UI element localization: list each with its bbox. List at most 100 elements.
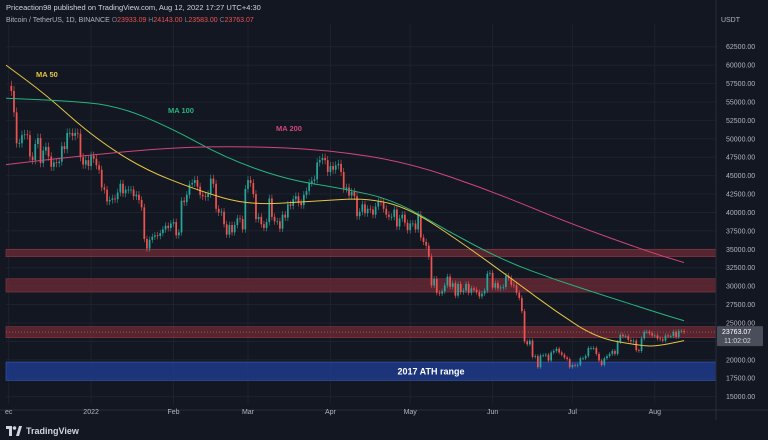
candle-body <box>212 178 215 184</box>
candle-body <box>305 191 308 195</box>
candle-body <box>683 331 685 333</box>
candle-body <box>547 354 550 361</box>
candle-body <box>494 283 497 288</box>
candle-body <box>584 356 587 359</box>
candle-body <box>188 184 191 195</box>
candle-body <box>15 112 18 144</box>
x-tick-label: Mar <box>242 409 255 416</box>
candle-body <box>539 355 542 368</box>
candle-body <box>45 146 47 151</box>
y-tick-label: 15000.00 <box>726 394 755 401</box>
zone-ath-3 <box>5 361 717 381</box>
ohlc-value-h: 24143.00 <box>153 17 183 24</box>
candle-body <box>263 224 265 228</box>
y-tick-label: 45000.00 <box>726 173 755 180</box>
candle-body <box>58 161 61 164</box>
candle-body <box>108 199 111 202</box>
ma-label-ma100: MA 100 <box>168 106 194 115</box>
tradingview-logo-icon <box>6 426 22 436</box>
candle-body <box>398 218 401 227</box>
candle-body <box>606 356 608 359</box>
candle-body <box>95 158 98 166</box>
candle-body <box>608 353 611 357</box>
candle-body <box>414 223 417 230</box>
candle-body <box>26 134 29 136</box>
candle-body <box>433 278 435 286</box>
candle-body <box>119 183 122 193</box>
candle-body <box>100 169 103 188</box>
x-tick-label: Aug <box>649 409 662 416</box>
symbol-ohlc-line: Bitcoin / TetherUS, 1D, BINANCE O23933.0… <box>6 17 254 24</box>
candle-body <box>619 334 622 343</box>
candle-body <box>592 348 595 349</box>
candle-body <box>111 198 114 200</box>
candle-body <box>324 157 326 161</box>
candle-body <box>390 216 393 218</box>
candle-body <box>228 224 231 235</box>
candle-body <box>135 194 138 197</box>
candle-body <box>340 163 342 172</box>
candle-body <box>177 232 180 236</box>
x-tick-label: Jul <box>568 409 577 416</box>
candle-body <box>385 208 388 215</box>
candle-body <box>568 359 571 368</box>
candle-body <box>483 290 486 294</box>
symbol-name: Bitcoin / TetherUS, 1D, BINANCE <box>6 17 110 24</box>
candle-body <box>29 135 31 157</box>
candle-body <box>406 222 409 231</box>
candle-body <box>223 211 225 225</box>
candle-body <box>249 180 252 184</box>
y-tick-label: 35000.00 <box>726 247 755 254</box>
candle-body <box>271 198 273 217</box>
candle-body <box>175 222 178 236</box>
candle-body <box>571 364 574 368</box>
candle-body <box>297 196 300 203</box>
candle-body <box>42 150 45 164</box>
candle-body <box>441 291 443 294</box>
candle-body <box>555 348 558 351</box>
candle-body <box>300 202 303 206</box>
candle-body <box>587 348 590 357</box>
candle-body <box>422 237 425 242</box>
candle-body <box>377 201 380 207</box>
candle-body <box>167 225 170 228</box>
candle-body <box>90 155 92 167</box>
currency-label: USDT <box>720 17 740 24</box>
candle-body <box>281 214 284 229</box>
candle-body <box>71 132 74 136</box>
candle-body <box>361 204 364 212</box>
candle-body <box>47 146 50 157</box>
candle-body <box>595 348 598 354</box>
candle-body <box>156 235 159 237</box>
candle-body <box>231 224 233 233</box>
candle-body <box>659 338 662 340</box>
candle-body <box>528 340 531 345</box>
candle-body <box>39 138 42 164</box>
candle-body <box>172 222 175 224</box>
candle-body <box>643 331 646 339</box>
candle-body <box>574 364 576 366</box>
candle-body <box>598 353 600 361</box>
y-tick-label: 40000.00 <box>726 210 755 217</box>
candle-body <box>651 333 654 336</box>
candle-body <box>334 165 337 170</box>
candle-body <box>438 292 441 294</box>
candle-body <box>677 331 680 337</box>
candle-body <box>582 358 584 360</box>
candle-body <box>159 233 162 237</box>
candle-body <box>417 214 420 230</box>
candle-body <box>289 204 292 206</box>
ath-zone-label: 2017 ATH range <box>397 367 464 377</box>
candle-body <box>430 256 433 286</box>
candle-body <box>348 187 350 196</box>
y-tick-label: 37500.00 <box>726 228 755 235</box>
candle-body <box>146 238 148 249</box>
candle-body <box>321 157 324 161</box>
candle-body <box>648 331 651 334</box>
candle-body <box>316 162 318 180</box>
candle-body <box>23 134 26 136</box>
ohlc-label-o: O <box>111 17 118 24</box>
x-tick-label: Jun <box>487 409 498 416</box>
candle-body <box>356 196 358 217</box>
